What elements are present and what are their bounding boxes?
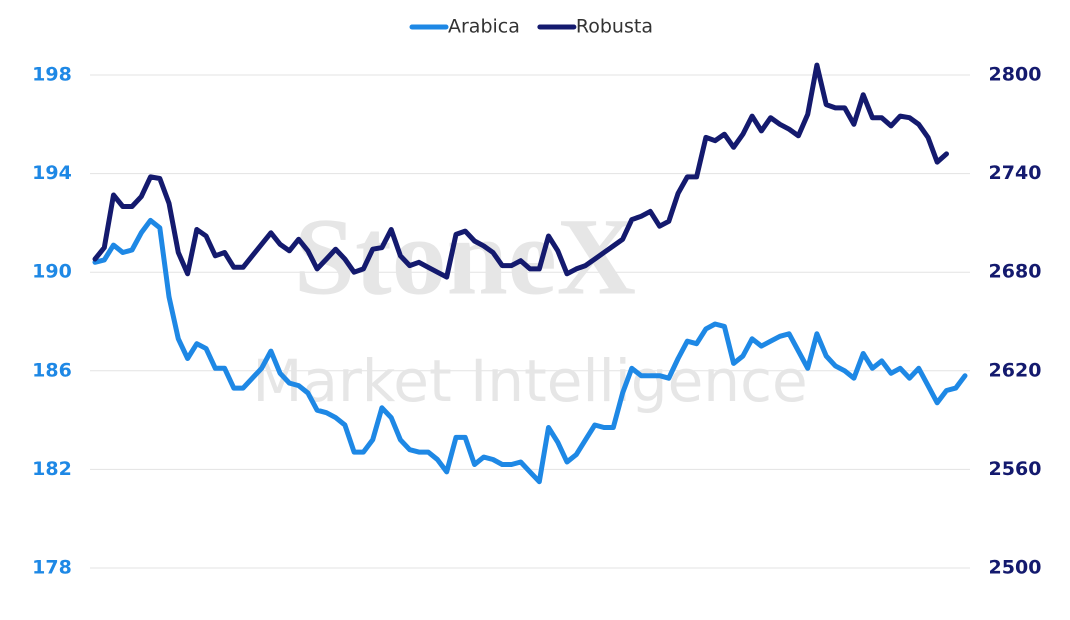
y2-tick-label: 2500 (989, 557, 1042, 579)
legend-label: Arabica (448, 16, 520, 38)
y2-tick-label: 2740 (989, 162, 1042, 184)
legend-label: Robusta (576, 16, 653, 38)
y2-tick-label: 2620 (989, 359, 1042, 381)
y2-tick-label: 2680 (989, 261, 1042, 283)
y-tick-label: 186 (32, 359, 72, 381)
series-line (92, 217, 968, 485)
y-tick-label: 182 (32, 458, 72, 480)
watermark: StoneX Market Intelligence (252, 195, 807, 415)
y2-tick-label: 2560 (989, 458, 1042, 480)
y-tick-label: 194 (32, 162, 72, 184)
y2-tick-label: 2800 (989, 64, 1042, 86)
watermark-subtitle: Market Intelligence (252, 347, 807, 415)
y-tick-label: 198 (32, 64, 72, 86)
y-tick-label: 190 (32, 261, 72, 283)
series-line (92, 62, 949, 280)
y-tick-label: 178 (32, 557, 72, 579)
watermark-title: StoneX (294, 195, 636, 317)
